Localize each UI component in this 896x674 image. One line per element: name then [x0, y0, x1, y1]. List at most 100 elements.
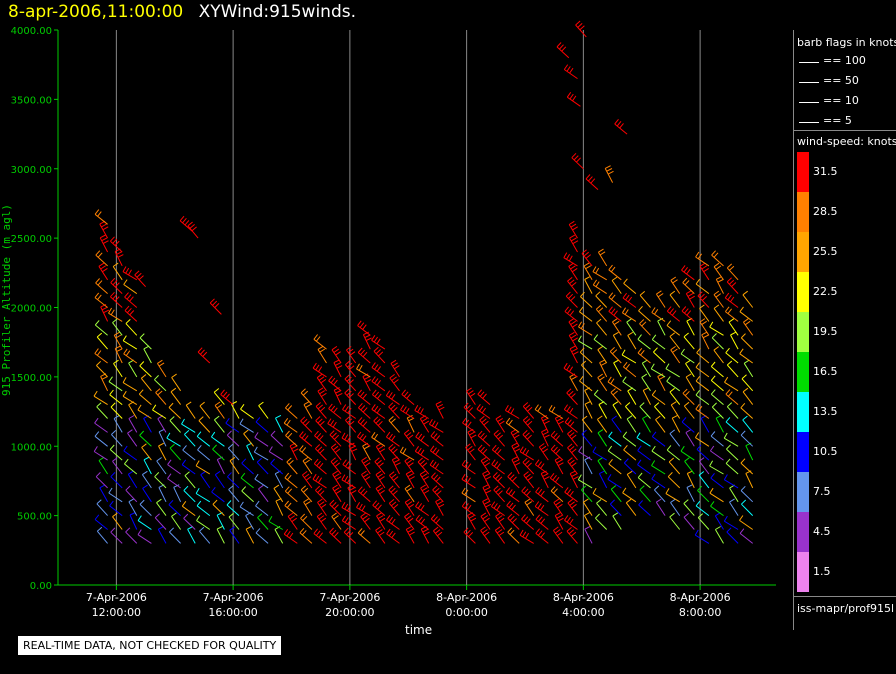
- wind-barb: [371, 362, 386, 378]
- wind-barb: [357, 528, 371, 544]
- wind-barb: [541, 428, 550, 447]
- wind-barb: [683, 499, 695, 516]
- wind-barb: [179, 215, 193, 232]
- wind-barb: [356, 502, 371, 517]
- wind-barb: [540, 470, 550, 489]
- wind-barb: [511, 442, 521, 461]
- wind-barb: [316, 512, 327, 530]
- wind-barb: [415, 514, 430, 530]
- wind-barb: [666, 306, 681, 322]
- wind-barb: [300, 485, 313, 503]
- wind-barb: [709, 487, 724, 503]
- wind-barb: [317, 345, 327, 364]
- wind-barb: [695, 251, 710, 267]
- wind-barb: [429, 445, 444, 461]
- wind-barb: [229, 526, 240, 544]
- wind-barb: [565, 291, 578, 308]
- barb-legend-item: == 50: [823, 74, 859, 87]
- x-tick-date: 8-Apr-2006: [436, 591, 497, 604]
- wind-barb: [329, 527, 342, 544]
- wind-barb: [255, 500, 269, 516]
- wind-barb: [357, 347, 371, 364]
- speed-color-swatch: [797, 352, 809, 392]
- product-label: XYWind:915winds.: [198, 2, 357, 22]
- wind-barb: [742, 387, 754, 405]
- wind-barb: [577, 335, 593, 350]
- wind-barb: [694, 432, 710, 447]
- wind-barb: [482, 484, 492, 503]
- barb-legend-item: == 5: [823, 114, 852, 127]
- wind-barb: [123, 348, 138, 364]
- wind-barb: [695, 278, 710, 294]
- wind-barb: [681, 265, 695, 281]
- wind-barb: [506, 500, 520, 516]
- wind-barb: [300, 416, 313, 433]
- wind-barb: [695, 362, 710, 378]
- wind-barb: [534, 459, 549, 475]
- y-tick-label: 2500.00: [11, 234, 52, 245]
- wind-barb: [696, 347, 710, 364]
- wind-barb: [540, 414, 550, 433]
- wind-barb: [417, 457, 430, 475]
- x-tick-time: 0:00:00: [445, 606, 487, 619]
- wind-barb: [299, 445, 313, 461]
- wind-barb: [584, 525, 593, 544]
- wind-barb: [94, 292, 108, 308]
- wind-barb: [683, 332, 695, 350]
- wind-barb: [579, 347, 593, 364]
- wind-barb: [109, 500, 123, 516]
- wind-barb: [623, 361, 637, 378]
- wind-barb: [522, 402, 535, 419]
- wind-barb: [681, 417, 695, 433]
- wind-barb: [609, 499, 622, 516]
- wind-barb: [709, 321, 724, 336]
- wind-barb: [686, 484, 695, 503]
- wind-barb: [743, 359, 754, 378]
- wind-barb: [404, 457, 415, 475]
- wind-barb: [94, 514, 108, 530]
- wind-barb: [579, 306, 593, 322]
- barb-legend-item: == 100: [823, 54, 866, 67]
- legend-frame: [793, 30, 896, 630]
- wind-barb: [404, 484, 415, 503]
- wind-barb: [94, 348, 108, 364]
- wind-barb: [399, 446, 415, 461]
- wind-barb: [713, 304, 724, 322]
- wind-barb: [461, 473, 476, 489]
- speed-legend-title: wind-speed: knots: [797, 135, 896, 148]
- wind-barb: [375, 470, 386, 489]
- wind-barb: [554, 512, 564, 530]
- wind-barb: [612, 401, 622, 419]
- wind-barb: [328, 403, 342, 419]
- wind-barb: [403, 429, 415, 447]
- wind-barb: [341, 474, 356, 489]
- wind-barb: [329, 430, 342, 447]
- wind-barb: [569, 345, 579, 364]
- barb-sample-icon: [799, 102, 819, 103]
- wind-barb: [431, 472, 444, 489]
- wind-barb: [583, 512, 593, 530]
- wind-barb: [155, 388, 167, 405]
- wind-barb: [167, 459, 181, 475]
- wind-barb: [110, 472, 123, 489]
- wind-barb: [113, 331, 123, 350]
- wind-barb: [477, 430, 491, 447]
- wind-barb: [376, 512, 386, 530]
- wind-barb: [114, 345, 123, 364]
- wind-barb: [651, 390, 666, 406]
- wind-barb: [342, 404, 356, 419]
- wind-barb: [642, 387, 651, 405]
- wind-barb: [669, 512, 681, 530]
- wind-barb: [622, 376, 637, 392]
- wind-barb: [639, 319, 651, 336]
- wind-barb: [699, 318, 710, 336]
- wind-barb: [728, 318, 739, 336]
- wind-barb: [701, 331, 710, 350]
- wind-barb: [356, 431, 371, 447]
- wind-barb: [386, 515, 400, 530]
- wind-barb: [592, 446, 607, 461]
- wind-barb: [430, 431, 444, 447]
- wind-barb: [168, 499, 181, 516]
- wind-barb: [108, 376, 123, 392]
- wind-barb: [226, 500, 240, 516]
